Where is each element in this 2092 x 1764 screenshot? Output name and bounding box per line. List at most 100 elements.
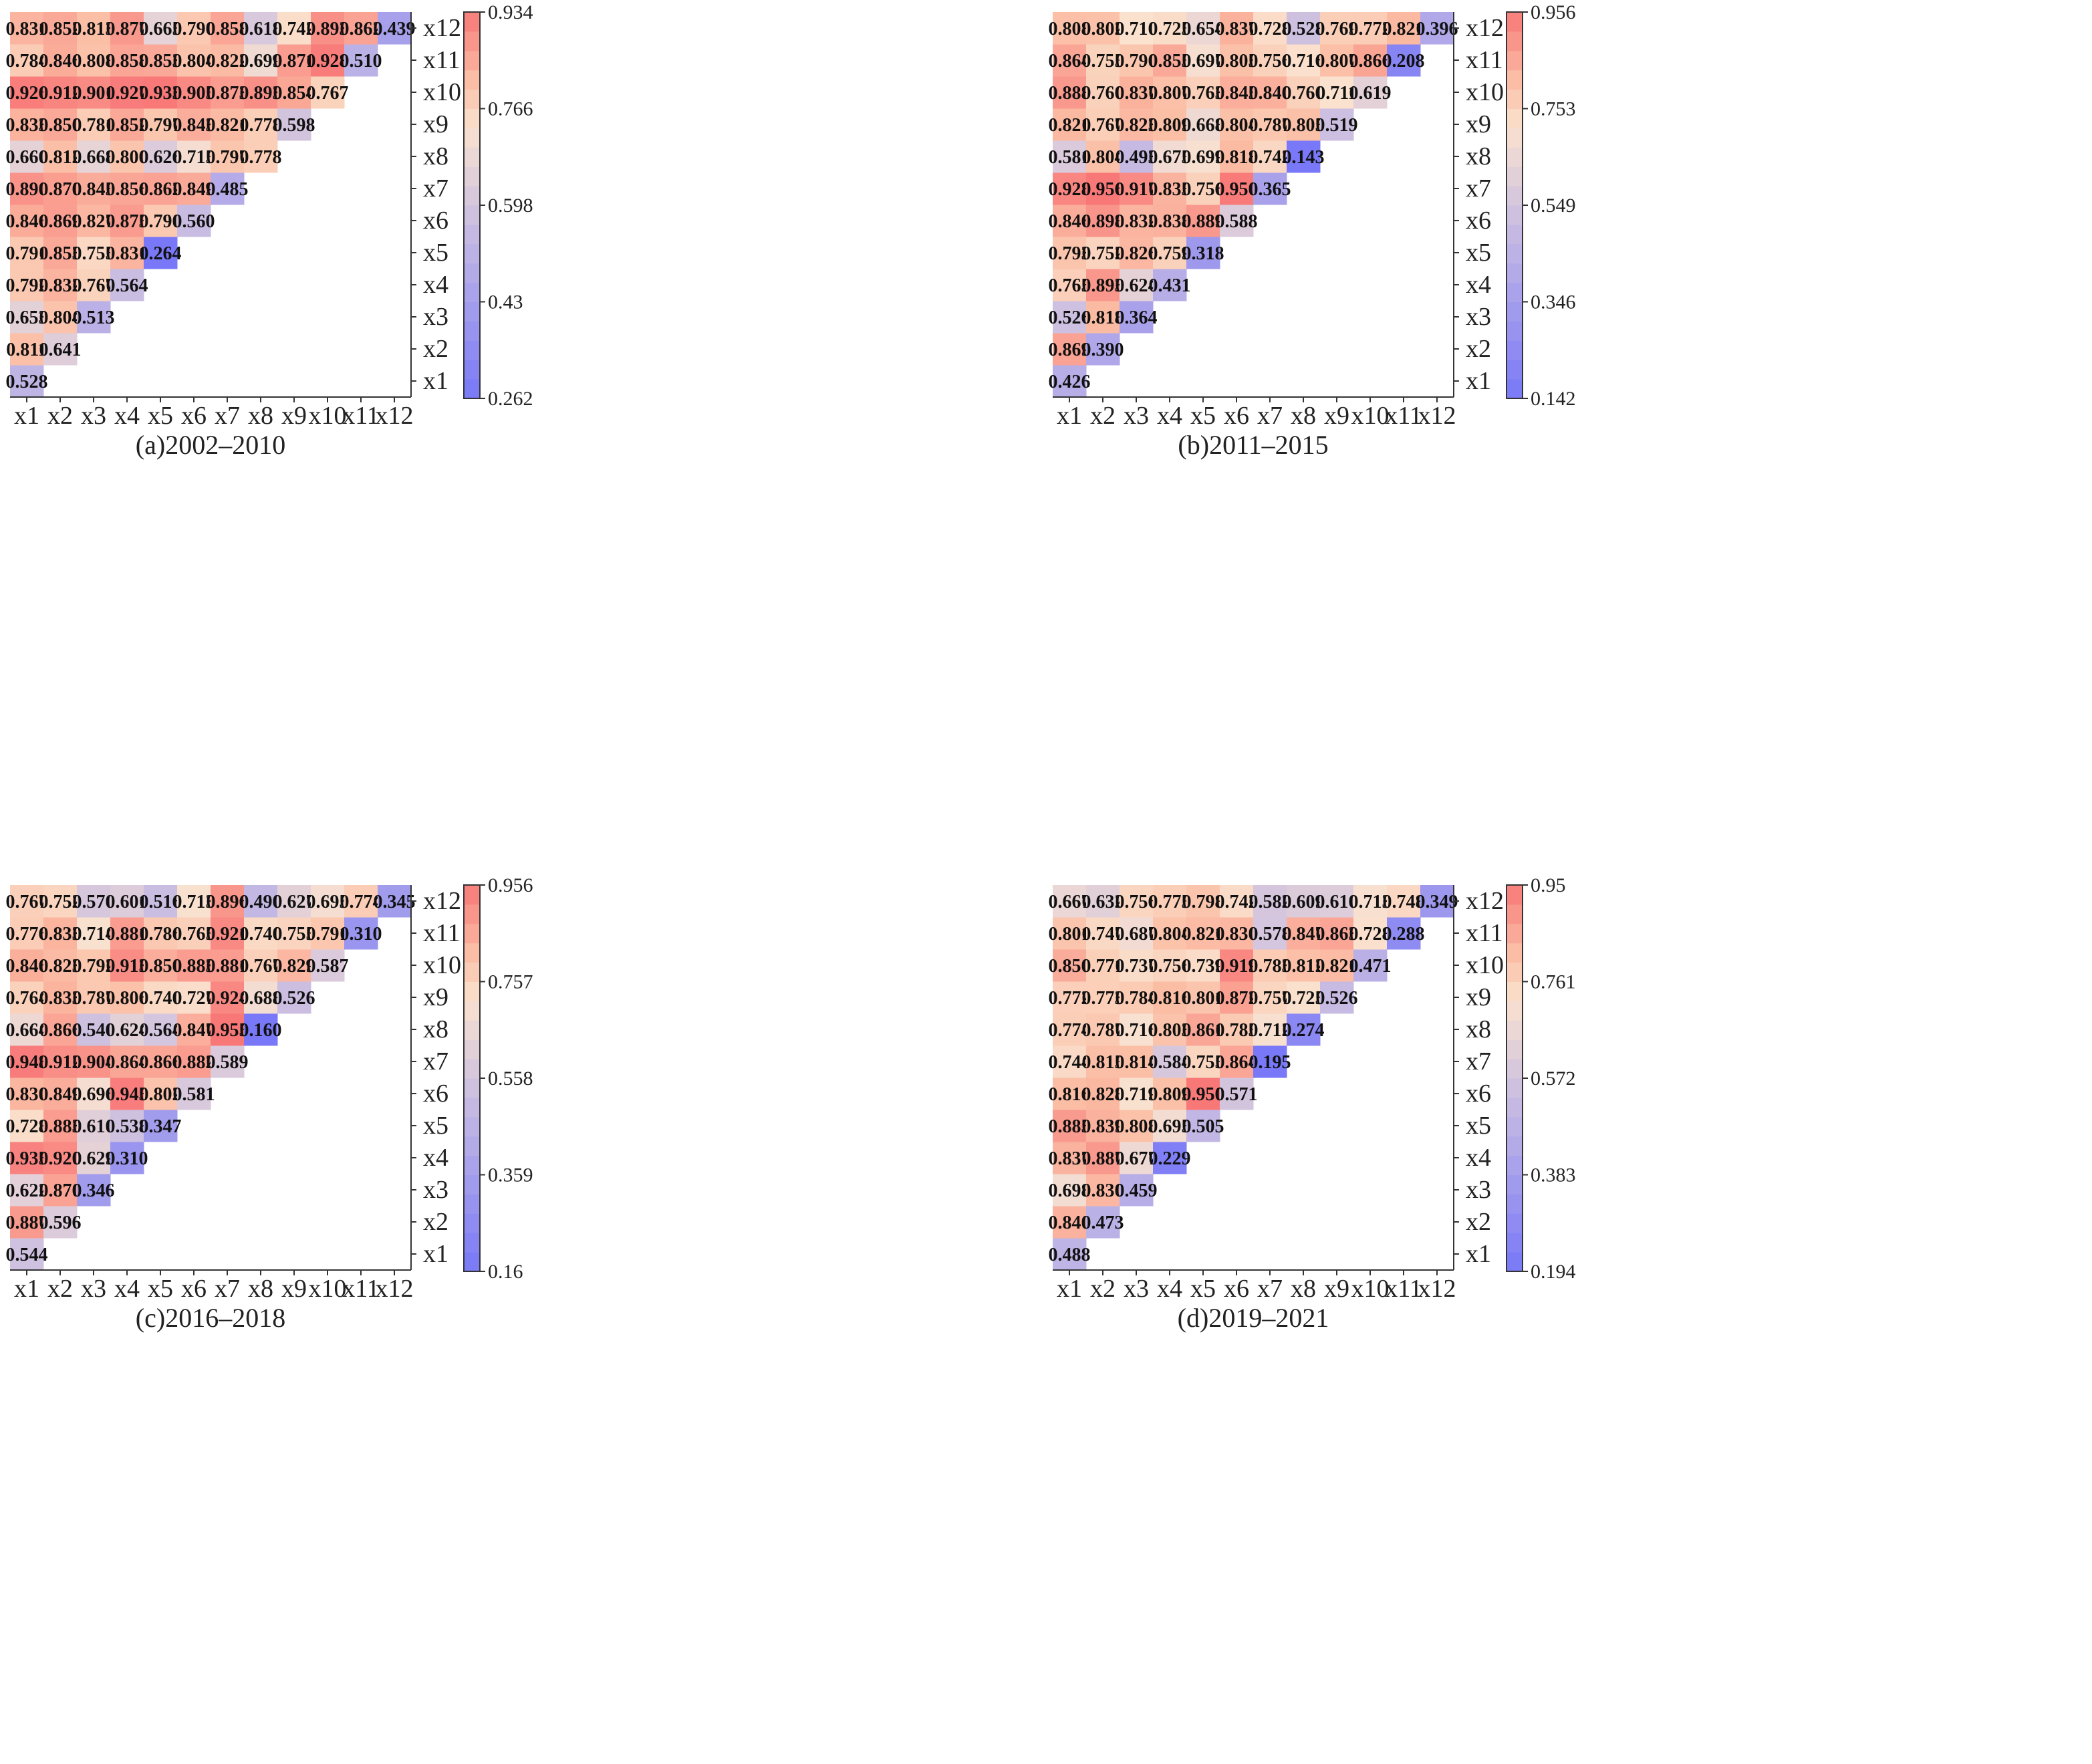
cell-value-label: 0.833 (39, 924, 82, 944)
cell-value-label: 0.828 (1082, 1084, 1124, 1105)
heatmap-cell (144, 1110, 178, 1142)
x-tick-label: x4 (114, 402, 140, 430)
colorbar-band (1507, 962, 1523, 982)
cell-value-label: 0.390 (1082, 340, 1124, 360)
colorbar-band (464, 1039, 480, 1059)
heatmap-cell (1186, 237, 1220, 269)
heatmap-cell (1053, 12, 1087, 45)
heatmap-cell (1353, 44, 1388, 77)
heatmap-cell (110, 981, 144, 1014)
heatmap-cell (110, 205, 144, 237)
y-tick-label: x8 (1466, 142, 1491, 170)
cell-value-label: 0.928 (307, 51, 349, 72)
heatmap-cell (1153, 1078, 1187, 1110)
heatmap-cell (1287, 949, 1321, 982)
heatmap-d: 0.4880.8400.4730.6980.8300.4590.8370.887… (1049, 874, 1576, 1333)
cell-value-label: 0.917 (1116, 179, 1158, 200)
heatmap-cell (1120, 949, 1154, 982)
colorbar-band (464, 1116, 480, 1137)
heatmap-cell (1086, 1142, 1120, 1174)
heatmap-cell (144, 12, 178, 45)
heatmap-cell (1220, 1045, 1254, 1078)
heatmap-cell (43, 76, 78, 109)
heatmap-cell (1153, 205, 1187, 237)
cell-value-label: 0.318 (1182, 243, 1224, 264)
cell-value-label: 0.765 (1049, 275, 1091, 296)
heatmap-cell (1053, 44, 1087, 77)
heatmap-cell (43, 1174, 78, 1207)
cell-value-label: 0.790 (140, 211, 182, 232)
cell-value-label: 0.698 (1049, 1180, 1091, 1201)
panel-caption: (a)2002–2010 (136, 430, 285, 460)
y-tick-label: x6 (1466, 207, 1491, 235)
heatmap-cell (10, 12, 44, 45)
cell-value-label: 0.804 (1082, 147, 1124, 168)
heatmap-cell (1153, 917, 1187, 950)
cell-value-label: 0.840 (1249, 83, 1291, 104)
x-tick-label: x10 (1351, 1275, 1390, 1303)
cell-value-label: 0.821 (1182, 924, 1224, 944)
cell-value-label: 0.821 (1316, 956, 1358, 977)
colorbar-band (464, 885, 480, 905)
colorbar-tick-label: 0.956 (1531, 1, 1576, 23)
cell-value-label: 0.764 (6, 988, 48, 1009)
colorbar-band (1507, 166, 1523, 186)
cell-value-label: 0.802 (1082, 19, 1124, 39)
heatmap-cell (1287, 1013, 1321, 1046)
cell-value-label: 0.849 (39, 1084, 82, 1105)
cell-value-label: 0.812 (1283, 956, 1325, 977)
heatmap-cell (177, 12, 211, 45)
cell-value-label: 0.830 (6, 1084, 48, 1105)
heatmap-cell (43, 269, 78, 301)
colorbar-tick-label: 0.761 (1531, 971, 1576, 993)
heatmap-cell (1053, 301, 1087, 334)
cell-value-label: 0.767 (240, 956, 282, 977)
colorbar-band (464, 108, 480, 128)
cell-value-label: 0.716 (1283, 51, 1325, 72)
heatmap-cell (144, 981, 178, 1014)
cell-value-label: 0.776 (6, 924, 48, 944)
heatmap-cell (1120, 885, 1154, 918)
heatmap-cell (110, 1013, 144, 1046)
y-tick-label: x7 (423, 1047, 448, 1076)
heatmap-cell (1153, 12, 1187, 45)
y-tick-label: x7 (1466, 174, 1491, 203)
heatmap-cell (144, 172, 178, 205)
cell-value-label: 0.845 (73, 179, 115, 200)
heatmap-cell (344, 12, 378, 45)
heatmap-cell (211, 981, 245, 1014)
cell-value-label: 0.710 (1116, 19, 1158, 39)
heatmap-cell (1186, 44, 1220, 77)
cell-value-label: 0.896 (207, 892, 249, 912)
heatmap-cell (43, 885, 78, 918)
cell-value-label: 0.587 (307, 956, 349, 977)
cell-value-label: 0.898 (1082, 211, 1124, 232)
heatmap-cell (1153, 981, 1187, 1014)
heatmap-cell (244, 76, 278, 109)
heatmap-cell (1186, 205, 1220, 237)
heatmap-cell (1186, 1078, 1220, 1110)
cell-value-label: 0.538 (106, 1116, 148, 1137)
cell-value-label: 0.833 (6, 115, 48, 136)
cell-value-label: 0.816 (1149, 988, 1191, 1009)
cell-value-label: 0.752 (1082, 243, 1124, 264)
heatmap-cell (1053, 981, 1087, 1014)
y-tick-label: x3 (423, 303, 448, 331)
cell-value-label: 0.852 (106, 115, 148, 136)
y-tick-label: x1 (423, 1240, 448, 1268)
heatmap-cell (110, 172, 144, 205)
cell-value-label: 0.653 (6, 307, 48, 328)
cell-value-label: 0.861 (1182, 1020, 1224, 1041)
colorbar-band (464, 263, 480, 283)
y-tick-label: x9 (1466, 110, 1491, 138)
heatmap-cell (43, 949, 78, 982)
colorbar-tick-label: 0.142 (1531, 388, 1576, 410)
heatmap-cell (1120, 1045, 1154, 1078)
cell-value-label: 0.800 (106, 147, 148, 168)
heatmap-cell (1186, 949, 1220, 982)
y-tick-label: x5 (1466, 239, 1491, 267)
heatmap-cell (43, 1013, 78, 1046)
heatmap-cell (1053, 917, 1087, 950)
colorbar-tick-label: 0.766 (488, 98, 533, 120)
cell-value-label: 0.725 (1283, 988, 1325, 1009)
